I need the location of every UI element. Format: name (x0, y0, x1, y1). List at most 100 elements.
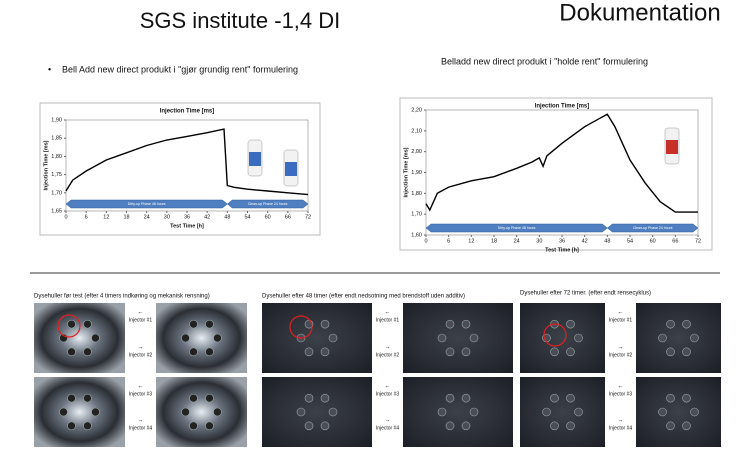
x-tick-label: 30 (164, 214, 170, 220)
x-tick-label: 12 (468, 238, 474, 244)
nozzle-hole (682, 421, 691, 431)
photo-caption: Dysehuller efter 48 timer (efter endt ne… (262, 294, 465, 300)
x-axis-label: Test Time [h] (170, 223, 204, 229)
nozzle-hole (682, 347, 691, 357)
nozzle-photo (262, 303, 372, 373)
arrow-label: ← (138, 384, 144, 390)
y-tick-label: 2,20 (411, 107, 422, 113)
nozzle-hole (445, 319, 455, 329)
y-tick-label: 1,75 (51, 172, 62, 178)
injector-label: Injector #2 (609, 352, 633, 358)
x-tick-label: 18 (491, 238, 497, 244)
arrow-label: ← (618, 310, 624, 316)
y-tick-label: 1,80 (411, 191, 422, 197)
chart-title: Injection Time [ms] (160, 109, 215, 115)
photo-caption: Dysehuller før test (efter 4 timers indk… (34, 294, 210, 300)
x-tick-label: 60 (265, 214, 271, 220)
nozzle-hole (437, 407, 447, 417)
y-axis-label: Injection Time [ms] (43, 140, 49, 190)
x-tick-label: 6 (85, 214, 88, 220)
nozzle-hole (205, 421, 214, 431)
nozzle-photo (34, 303, 125, 373)
nozzle-hole (189, 319, 198, 329)
y-tick-label: 1,80 (51, 154, 62, 160)
nozzle-hole (574, 407, 583, 417)
x-tick-label: 72 (695, 238, 701, 244)
nozzle-hole (666, 347, 675, 357)
nozzle-hole (666, 319, 675, 329)
x-tick-label: 24 (144, 214, 150, 220)
nozzle-hole (320, 347, 330, 357)
x-tick-label: 72 (305, 214, 311, 220)
nozzle-hole (189, 421, 198, 431)
bullet-mark: • (48, 64, 51, 74)
nozzle-hole (682, 393, 691, 403)
x-tick-label: 24 (514, 238, 520, 244)
x-tick-label: 36 (559, 238, 565, 244)
nozzle-hole (690, 407, 699, 417)
nozzle-hole (91, 333, 100, 343)
arrow-label: → (618, 345, 624, 351)
x-tick-label: 66 (285, 214, 291, 220)
nozzle-hole (320, 393, 330, 403)
highlight-ring (543, 323, 567, 347)
y-tick-label: 1,90 (51, 117, 62, 123)
injector-label: Injector #3 (609, 391, 633, 397)
subtitle: Belladd new direct produkt i "holde rent… (441, 56, 648, 66)
nozzle-hole (304, 393, 314, 403)
x-tick-label: 48 (224, 214, 230, 220)
x-tick-label: 48 (604, 238, 610, 244)
bottle-label (285, 162, 297, 176)
phase-label: Clean-up Phase 24 hours (633, 226, 673, 230)
nozzle-hole (67, 319, 76, 329)
nozzle-hole (566, 393, 575, 403)
nozzle-hole (213, 333, 222, 343)
nozzle-hole (67, 421, 76, 431)
nozzle-hole (550, 421, 559, 431)
nozzle-hole (469, 407, 479, 417)
nozzle-hole (59, 407, 68, 417)
bottle-label (249, 152, 261, 166)
chart-title: Injection Time [ms] (535, 104, 590, 110)
nozzle-hole (181, 407, 190, 417)
nozzle-hole (83, 393, 92, 403)
nozzle-hole (320, 319, 330, 329)
injector-label: Injector #3 (129, 391, 153, 397)
nozzle-photo (520, 377, 605, 447)
x-tick-label: 0 (424, 238, 427, 244)
nozzle-hole (666, 421, 675, 431)
nozzle-hole (566, 421, 575, 431)
nozzle-hole (445, 347, 455, 357)
arrow-label: ← (618, 384, 624, 390)
x-tick-label: 42 (204, 214, 210, 220)
x-tick-label: 18 (123, 214, 129, 220)
y-tick-label: 1,65 (51, 208, 62, 214)
nozzle-hole (67, 393, 76, 403)
nozzle-hole (189, 393, 198, 403)
x-axis-label: Test Time [h] (545, 247, 579, 253)
chart-frame (39, 102, 321, 236)
injector-label: Injector #2 (129, 352, 153, 358)
nozzle-hole (181, 333, 190, 343)
nozzle-hole (461, 319, 471, 329)
y-tick-label: 1,70 (411, 212, 422, 218)
nozzle-hole (542, 407, 551, 417)
nozzle-hole (205, 347, 214, 357)
nozzle-photo (520, 303, 605, 373)
y-tick-label: 2,00 (411, 149, 422, 155)
y-tick-label: 1,60 (411, 232, 422, 238)
injector-label: Injector #4 (376, 425, 400, 431)
nozzle-hole (213, 407, 222, 417)
bullet-text: Bell Add new direct produkt i "gjør grun… (62, 64, 298, 74)
nozzle-hole (328, 333, 338, 343)
nozzle-hole (461, 421, 471, 431)
injector-label: Injector #2 (376, 352, 400, 358)
highlight-ring (289, 315, 313, 339)
injector-label: Injector #1 (609, 317, 633, 323)
arrow-label: → (138, 345, 144, 351)
nozzle-hole (445, 421, 455, 431)
x-tick-label: 12 (103, 214, 109, 220)
arrow-label: ← (385, 384, 391, 390)
y-tick-label: 1,85 (51, 136, 62, 142)
